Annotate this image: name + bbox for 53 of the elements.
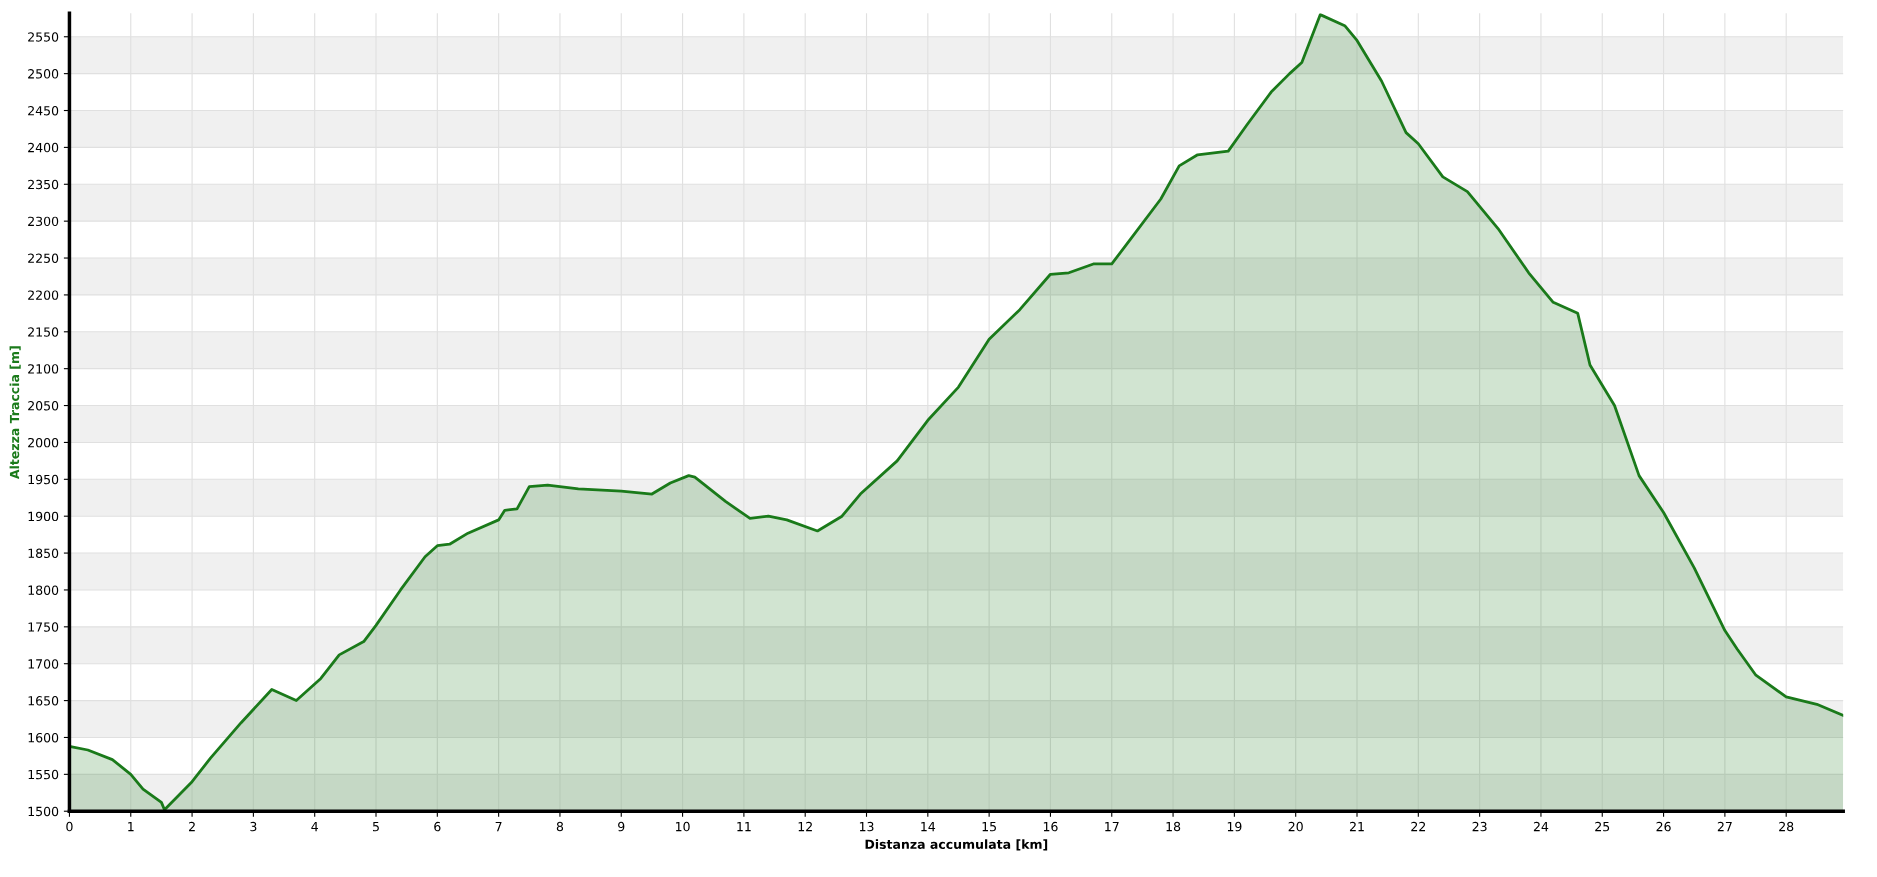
y-tick-label: 2500 [28,69,59,79]
x-tick-label: 27 [1717,821,1732,832]
x-tick-label: 9 [618,821,625,832]
y-tick-label: 1550 [28,769,59,780]
x-tick-label: 1 [128,822,134,832]
x-tick-label: 26 [1656,821,1671,832]
x-tick-label: 22 [1411,821,1426,832]
x-tick-label: 5 [373,822,379,832]
y-axis-title: Altezza Traccia [m] [9,346,21,480]
y-tick-label: 2250 [28,253,59,263]
y-tick-label: 1650 [28,696,59,706]
x-tick-label: 13 [859,821,874,832]
y-tick-label: 2550 [28,32,59,42]
x-tick-label: 25 [1595,821,1610,832]
y-tick-label: 1850 [28,548,59,558]
x-tick-label: 6 [434,821,441,832]
x-tick-label: 0 [66,821,73,832]
x-tick-label: 8 [556,821,564,832]
x-tick-label: 19 [1227,821,1242,832]
y-tick-label: 2000 [28,437,59,448]
y-tick-label: 2200 [28,290,59,300]
y-tick-label: 2400 [28,142,59,153]
x-tick-label: 12 [798,821,812,832]
y-tick-label: 1700 [28,659,59,669]
x-tick-label: 21 [1349,821,1364,832]
x-tick-label: 11 [737,822,751,832]
x-tick-label: 20 [1288,821,1303,832]
y-tick-label: 2300 [28,216,59,227]
x-tick-label: 7 [495,822,502,832]
x-tick-label: 3 [250,821,257,832]
y-tick-label: 1900 [28,511,59,522]
y-tick-label: 2150 [28,327,59,337]
y-tick-label: 1950 [28,474,59,485]
x-tick-label: 16 [1043,821,1058,832]
x-tick-label: 2 [189,821,195,832]
x-tick-label: 18 [1166,821,1181,832]
y-tick-label: 2100 [28,364,59,374]
x-tick-label: 24 [1533,821,1549,832]
y-tick-label: 1750 [28,622,59,632]
y-tick-label: 1600 [28,732,59,743]
x-tick-label: 14 [921,822,936,832]
x-axis-title: Distanza accumulata [km] [865,839,1048,851]
x-tick-label: 28 [1779,821,1794,832]
y-tick-label: 1800 [28,585,59,595]
x-tick-label: 15 [982,822,996,832]
x-tick-label: 17 [1105,822,1119,832]
x-tick-label: 10 [675,821,690,832]
x-tick-label: 4 [311,822,318,832]
y-tick-label: 2350 [28,179,59,190]
y-tick-label: 1500 [28,806,59,817]
y-tick-label: 2450 [28,105,59,116]
x-tick-label: 23 [1472,821,1487,832]
y-tick-label: 2050 [28,401,59,411]
